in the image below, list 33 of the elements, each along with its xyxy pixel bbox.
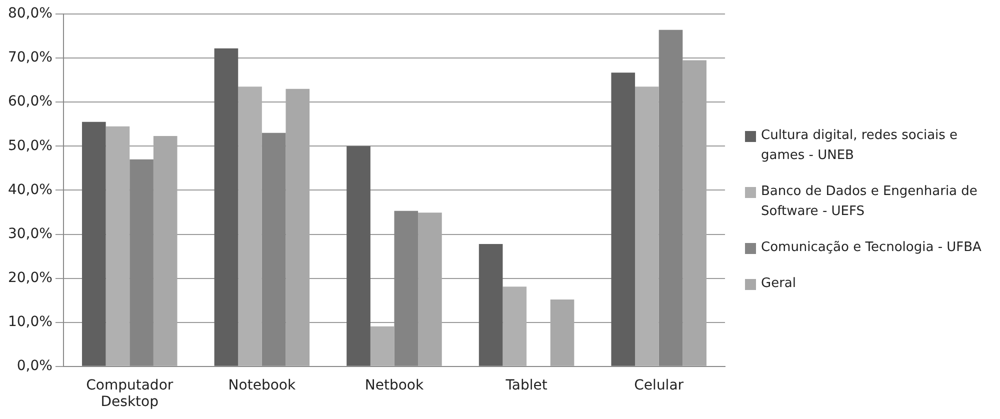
bar bbox=[370, 326, 394, 366]
bar bbox=[82, 122, 106, 366]
legend-label: Cultura digital, redes sociais e games - UNEB bbox=[761, 126, 959, 164]
bar bbox=[153, 136, 178, 366]
y-tick-label: 80,0% bbox=[8, 6, 52, 22]
y-tick-label: 30,0% bbox=[8, 226, 52, 242]
bar bbox=[682, 60, 706, 366]
legend-label: Banco de Dados e Engenharia de Software - UEFS bbox=[761, 182, 978, 220]
legend-label: Comunicação e Tecnologia - UFBA bbox=[761, 238, 982, 256]
y-tick-label: 10,0% bbox=[8, 314, 52, 330]
bar bbox=[238, 86, 262, 366]
bar bbox=[106, 126, 130, 366]
y-tick-label: 0,0% bbox=[16, 358, 52, 374]
bar bbox=[346, 146, 370, 366]
bar bbox=[286, 88, 310, 366]
y-tick-label: 20,0% bbox=[8, 270, 52, 286]
bar bbox=[611, 72, 636, 366]
bar bbox=[214, 48, 238, 366]
bar bbox=[418, 212, 442, 366]
x-tick-label: Computador Desktop bbox=[86, 377, 174, 410]
x-tick-label: Notebook bbox=[228, 377, 296, 394]
x-tick-label: Netbook bbox=[364, 377, 424, 394]
x-tick-label: Tablet bbox=[504, 377, 548, 394]
x-tick-label: Celular bbox=[634, 377, 684, 394]
y-tick-label: 40,0% bbox=[8, 182, 52, 198]
bar bbox=[478, 244, 503, 366]
y-tick-label: 70,0% bbox=[8, 50, 52, 66]
y-tick-label: 60,0% bbox=[8, 94, 52, 110]
bar bbox=[550, 299, 574, 366]
bar bbox=[502, 286, 527, 366]
bar bbox=[635, 86, 659, 366]
legend-label: Geral bbox=[761, 274, 796, 292]
y-tick-label: 50,0% bbox=[8, 138, 52, 154]
